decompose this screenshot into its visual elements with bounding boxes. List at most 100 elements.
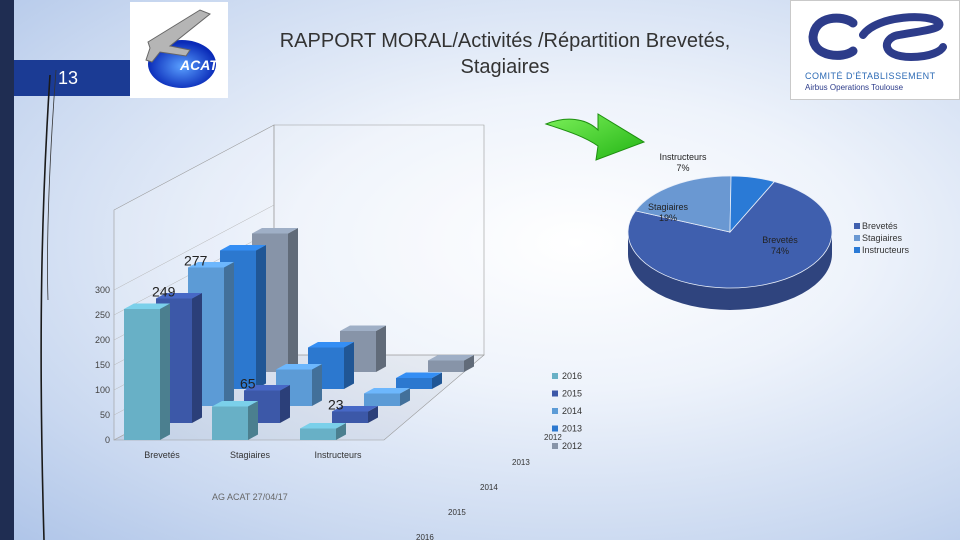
- legend-swatch: [552, 408, 558, 414]
- bar-data-label: 277: [184, 253, 208, 269]
- bar-top-face: [244, 385, 290, 391]
- pie-data-label: Brevetés: [762, 235, 798, 245]
- legend-label: 2012: [562, 441, 582, 451]
- bar-front-face: [212, 406, 248, 440]
- bar-chart: 0 50 100 150 200 250 300 277 249 65 23 Brevetés Stag…: [95, 124, 582, 540]
- bar-front-face: [396, 378, 432, 389]
- bar-data-label: 249: [152, 284, 176, 300]
- pie-legend: Brevetés Stagiaires Instructeurs: [854, 221, 910, 255]
- ce-logo-subtitle: COMITÉ D'ÉTABLISSEMENT: [805, 71, 936, 81]
- bar-2016-Brevetés: [124, 303, 170, 440]
- pie-side-face: [628, 232, 832, 310]
- bar-top-face: [428, 355, 474, 361]
- bar-chart-ytick: 250: [95, 310, 110, 320]
- bar-top-face: [124, 303, 170, 309]
- acat-logo: ACAT: [130, 2, 228, 98]
- bar-chart-back-wall: [273, 124, 485, 356]
- slide-title: RAPPORT MORAL/Activités /Répartition Bre…: [225, 28, 785, 80]
- bar-top-face: [340, 325, 386, 331]
- pie-slice-Instructeurs: [729, 175, 776, 234]
- sidebar-strip: [0, 0, 14, 540]
- green-arrow-icon: [544, 113, 646, 161]
- decorative-curve-2: [47, 69, 57, 301]
- bar-side-face: [400, 388, 410, 406]
- bar-top-face: [332, 406, 378, 412]
- bar-2014-Instructeurs: [364, 388, 410, 406]
- bar-front-face: [332, 411, 368, 423]
- legend-label: 2016: [562, 371, 582, 381]
- bar-2012-Instructeurs: [428, 355, 474, 372]
- bar-side-face: [160, 303, 170, 440]
- bar-side-face: [312, 364, 322, 406]
- ce-logo-site: Airbus Operations Toulouse: [805, 83, 904, 92]
- bar-depth-label: 2014: [480, 483, 498, 492]
- bar-top-face: [252, 228, 298, 234]
- bar-side-face: [464, 355, 474, 372]
- legend-swatch: [552, 390, 558, 397]
- bar-chart-legend: 2016 2015 2014 2013 2012: [552, 371, 582, 451]
- legend-label: 2013: [562, 424, 582, 434]
- bar-chart-ytick: 300: [95, 285, 110, 295]
- pie-chart: Brevetés74%Stagiaires19%Instructeurs7%Br…: [627, 152, 910, 310]
- bar-side-face: [368, 406, 378, 423]
- bar-side-face: [376, 325, 386, 372]
- bar-chart-ytick: 200: [95, 335, 110, 345]
- pie-slice-Brevetés: [627, 181, 833, 289]
- bar-2015-Instructeurs: [332, 406, 378, 423]
- bar-2013-Instructeurs: [396, 372, 442, 389]
- bar-side-face: [256, 245, 266, 389]
- bar-side-face: [336, 423, 346, 440]
- bar-top-face: [364, 388, 410, 394]
- bar-top-face: [220, 245, 266, 251]
- bar-top-face: [188, 262, 234, 268]
- legend-label: Instructeurs: [862, 245, 910, 255]
- bar-side-face: [280, 385, 290, 423]
- legend-label: 2014: [562, 406, 582, 416]
- legend-swatch: [552, 425, 558, 432]
- bar-2016-Stagiaires: [212, 401, 258, 440]
- bar-depth-label: 2012: [544, 433, 562, 442]
- bar-side-face: [224, 262, 234, 406]
- legend-swatch: [854, 235, 860, 241]
- legend-label: Stagiaires: [862, 233, 903, 243]
- bar-category-label: Brevetés: [144, 450, 180, 460]
- decorative-curve: [40, 74, 51, 540]
- legend-swatch: [854, 247, 860, 253]
- bar-side-face: [288, 228, 298, 372]
- legend-swatch: [552, 373, 558, 379]
- pie-data-label: Instructeurs: [659, 152, 707, 162]
- bar-top-face: [212, 401, 258, 407]
- bar-top-face: [300, 423, 346, 429]
- bar-chart-ytick: 100: [95, 385, 110, 395]
- bar-data-label: 23: [328, 397, 344, 413]
- bar-front-face: [428, 360, 464, 372]
- bar-top-face: [276, 364, 322, 370]
- bar-side-face: [248, 401, 258, 440]
- pie-data-label: Stagiaires: [648, 202, 689, 212]
- pie-data-label: 19%: [659, 213, 677, 223]
- bar-front-face: [364, 393, 400, 406]
- pie-data-label: 7%: [676, 163, 689, 173]
- bar-depth-label: 2015: [448, 508, 466, 517]
- slide-title-line1: RAPPORT MORAL/Activités /Répartition Bre…: [279, 30, 731, 52]
- bar-chart-gridline: [113, 204, 275, 291]
- pie-data-label: 74%: [771, 246, 789, 256]
- slide-footer: AG ACAT 27/04/17: [212, 492, 288, 502]
- bar-side-face: [192, 293, 202, 423]
- pie-slice-Stagiaires: [634, 175, 732, 233]
- slide-title-line2: Stagiaires: [460, 56, 550, 78]
- legend-label: 2015: [562, 389, 582, 399]
- legend-swatch: [552, 443, 558, 449]
- bar-chart-ytick: 150: [95, 360, 110, 370]
- legend-label: Brevetés: [862, 221, 898, 231]
- legend-swatch: [854, 223, 860, 229]
- bar-top-face: [308, 342, 354, 348]
- acat-logo-text: ACAT: [179, 57, 219, 73]
- bar-depth-label: 2016: [416, 533, 434, 540]
- bar-depth-label: 2013: [512, 458, 530, 467]
- bar-category-label: Stagiaires: [230, 450, 271, 460]
- bar-chart-ytick: 50: [100, 410, 110, 420]
- slide-number: 13: [14, 60, 130, 96]
- bar-top-face: [156, 293, 202, 299]
